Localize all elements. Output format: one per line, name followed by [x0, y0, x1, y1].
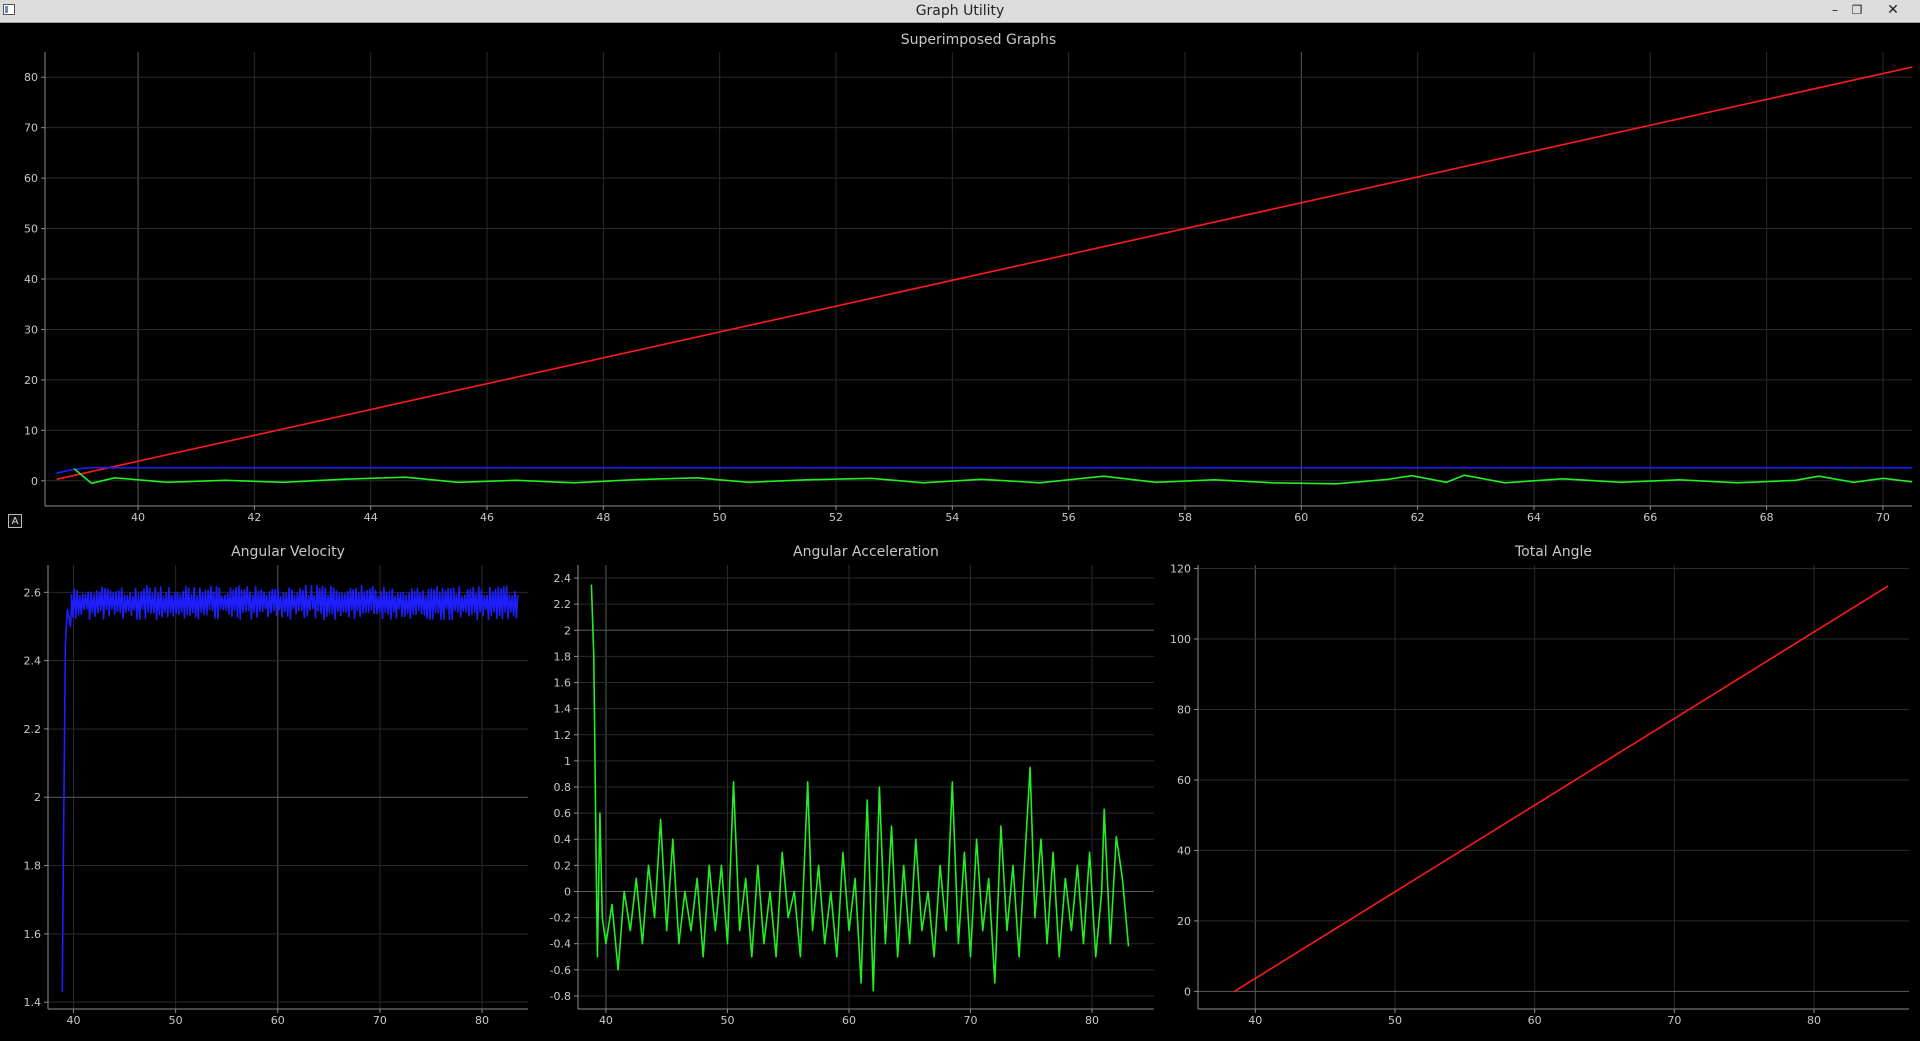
- x-tick-label: 70: [373, 1014, 387, 1027]
- x-tick-label: 56: [1062, 511, 1076, 524]
- chart-title: Angular Velocity: [231, 544, 345, 560]
- x-tick-label: 70: [1876, 511, 1890, 524]
- x-tick-label: 54: [945, 511, 959, 524]
- x-tick-label: 60: [1528, 1014, 1542, 1027]
- y-tick-label: 2.4: [554, 572, 572, 585]
- chart-title: Angular Acceleration: [793, 544, 939, 560]
- y-tick-label: 2: [34, 791, 41, 804]
- superimposed-chart[interactable]: Superimposed Graphs 40 42 44 46 48 50 52 54 56 58 6…: [24, 32, 1912, 524]
- x-tick-label: 64: [1527, 511, 1541, 524]
- y-tick-label: 50: [24, 223, 38, 236]
- y-tick-label: 1.2: [554, 729, 572, 742]
- y-tick-label: 0: [1184, 985, 1191, 998]
- x-tick-label: 50: [713, 511, 727, 524]
- y-tick-label: 1: [564, 755, 571, 768]
- title-bar: Graph Utility – ❐ ✕: [0, 0, 1920, 23]
- x-tick-label: 50: [169, 1014, 183, 1027]
- y-tick-label: 0.6: [554, 807, 572, 820]
- y-tick-label: 80: [1177, 703, 1191, 716]
- y-tick-label: 120: [1170, 563, 1191, 576]
- y-tick-label: 1.4: [554, 703, 572, 716]
- y-tick-label: 70: [24, 122, 38, 135]
- x-tick-label: 48: [596, 511, 610, 524]
- x-tick-label: 50: [1388, 1014, 1402, 1027]
- y-tick-label: 60: [24, 172, 38, 185]
- auto-range-button[interactable]: A: [8, 514, 22, 528]
- y-tick-label: 40: [1177, 844, 1191, 857]
- angular-acceleration-chart[interactable]: Angular Acceleration 40 50 60 70 80 -0.8 -0.6 -0…: [550, 544, 1154, 1027]
- y-tick-label: 60: [1177, 774, 1191, 787]
- chart-title: Total Angle: [1514, 544, 1592, 560]
- x-tick-label: 60: [1294, 511, 1308, 524]
- x-tick-label: 40: [131, 511, 145, 524]
- y-tick-label: 0: [31, 475, 38, 488]
- x-tick-label: 60: [271, 1014, 285, 1027]
- y-tick-label: 1.4: [24, 996, 42, 1009]
- x-tick-label: 80: [475, 1014, 489, 1027]
- y-tick-label: 10: [24, 424, 38, 437]
- x-tick-label: 46: [480, 511, 494, 524]
- y-tick-label: 1.8: [554, 650, 572, 663]
- y-tick-label: -0.4: [550, 938, 571, 951]
- minimize-button[interactable]: –: [1832, 3, 1838, 17]
- series-line: [73, 468, 1912, 485]
- y-tick-label: 0: [564, 885, 571, 898]
- y-tick-label: 0.8: [554, 781, 572, 794]
- x-tick-label: 58: [1178, 511, 1192, 524]
- chart-title: Superimposed Graphs: [901, 32, 1056, 48]
- y-tick-label: -0.6: [550, 964, 571, 977]
- y-tick-label: 80: [24, 71, 38, 84]
- y-tick-label: 2.6: [24, 586, 42, 599]
- app-window-icon[interactable]: [3, 4, 15, 15]
- close-button[interactable]: ✕: [1887, 2, 1899, 18]
- x-tick-label: 40: [67, 1014, 81, 1027]
- x-tick-label: 70: [964, 1014, 978, 1027]
- x-tick-label: 80: [1085, 1014, 1099, 1027]
- x-tick-label: 60: [842, 1014, 856, 1027]
- x-tick-label: 68: [1760, 511, 1774, 524]
- y-tick-label: -0.2: [550, 912, 571, 925]
- series-line: [61, 584, 519, 992]
- x-tick-label: 66: [1643, 511, 1657, 524]
- y-tick-label: 2.4: [24, 655, 42, 668]
- series-line: [56, 466, 1912, 474]
- y-tick-label: 2.2: [554, 598, 572, 611]
- y-tick-label: 100: [1170, 633, 1191, 646]
- y-tick-label: 1.6: [554, 677, 572, 690]
- y-tick-label: 0.2: [554, 859, 572, 872]
- y-tick-label: 40: [24, 273, 38, 286]
- y-tick-label: 0.4: [554, 833, 572, 846]
- series-line: [590, 584, 1130, 992]
- series-line: [1233, 585, 1889, 993]
- y-tick-label: 2.2: [24, 723, 42, 736]
- y-tick-label: 20: [1177, 915, 1191, 928]
- x-tick-label: 50: [720, 1014, 734, 1027]
- y-tick-label: -0.8: [550, 990, 571, 1003]
- y-tick-label: 20: [24, 374, 38, 387]
- x-tick-label: 40: [1248, 1014, 1262, 1027]
- x-tick-label: 52: [829, 511, 843, 524]
- x-tick-label: 62: [1411, 511, 1425, 524]
- y-tick-label: 2: [564, 624, 571, 637]
- y-tick-label: 1.6: [24, 928, 42, 941]
- y-tick-label: 1.8: [24, 860, 42, 873]
- series-line: [56, 66, 1912, 481]
- y-tick-label: 30: [24, 323, 38, 336]
- total-angle-chart[interactable]: Total Angle 40 50 60 70 80 0 20 40 60 80 100 120: [1170, 544, 1909, 1027]
- x-tick-label: 70: [1667, 1014, 1681, 1027]
- angular-velocity-chart[interactable]: Angular Velocity 40 50 60 70 80 1.4 1.6 1.8 2 2.2 2…: [24, 544, 529, 1027]
- x-tick-label: 40: [599, 1014, 613, 1027]
- x-tick-label: 44: [364, 511, 378, 524]
- restore-button[interactable]: ❐: [1851, 3, 1863, 17]
- window-title: Graph Utility: [915, 3, 1005, 19]
- x-tick-label: 42: [247, 511, 261, 524]
- x-tick-label: 80: [1807, 1014, 1821, 1027]
- plot-area[interactable]: Superimposed Graphs 40 42 44 46 48 50 52 54 56 58 6…: [0, 22, 1920, 1041]
